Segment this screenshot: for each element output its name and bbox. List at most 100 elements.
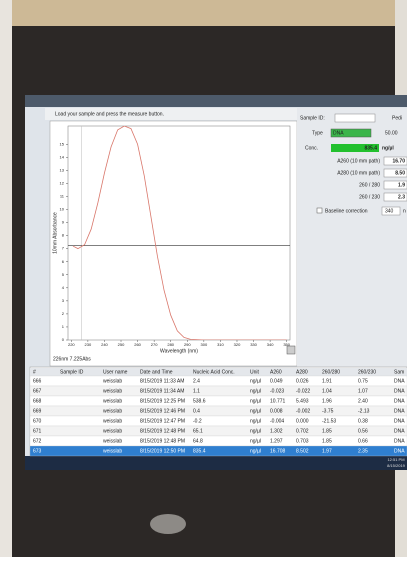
zoom-button[interactable] [286,345,296,355]
table-row[interactable] [29,435,407,447]
table-row[interactable] [29,445,407,457]
table-cell: weisslab [103,448,122,454]
table-cell: 0.049 [270,378,283,384]
table-cell: 2.4 [193,378,200,384]
table-cell: ng/µl [250,388,261,394]
a260-box [383,156,407,166]
baseline-checkbox[interactable] [316,207,323,214]
x-tick-label: 240 [101,342,108,347]
table-cell: -0.002 [296,408,310,414]
table-cell: -2.13 [358,408,370,414]
table-cell: 671 [33,428,42,434]
y-tick-label: 8 [62,233,65,238]
table-cell: DNA [394,418,405,424]
cut-label: Pedi [392,115,402,121]
table-row[interactable] [29,405,407,417]
y-tick-label: 13 [60,167,65,172]
type-select[interactable] [330,128,372,138]
table-cell: 1.07 [358,388,368,394]
table-cell: 8/15/2019 11:33 AM [140,378,184,384]
table-cell: 1.1 [193,388,200,394]
table-cell: -0.022 [296,388,310,394]
table-cell: 8/15/2019 12:46 PM [140,408,185,414]
x-tick-label: 340 [267,342,274,347]
table-header-cell: 260/230 [358,369,376,375]
table-header-cell: A260 [270,369,282,375]
y-tick-label: 2 [62,311,65,316]
table-header-cell: A280 [296,369,308,375]
x-tick-label: 310 [217,342,224,347]
conc-box [331,144,379,152]
table-cell: weisslab [103,378,122,384]
x-tick-label: 220 [68,342,75,347]
table-cell: DNA [394,448,405,454]
table-cell: -0.004 [270,418,284,424]
table-header-cell: 260/280 [322,369,340,375]
table-cell: 667 [33,388,42,394]
table-cell: ng/µl [250,438,261,444]
y-tick-label: 10 [60,207,65,212]
table-cell: DNA [394,388,405,394]
table-header-cell: User name [103,369,128,375]
table-cell: ng/µl [250,448,261,454]
table-cell: 65.1 [193,428,203,434]
x-axis-label: Wavelength (nm) [160,348,198,354]
x-tick-label: 260 [134,342,141,347]
y-tick-label: 7 [62,246,65,251]
conc-unit: ng/µl [382,145,394,151]
table-cell: 16.708 [270,448,286,454]
table-cell: weisslab [103,388,122,394]
table-header-cell: Date and Time [140,369,173,375]
table-cell: 2.40 [358,398,368,404]
y-tick-label: 15 [60,141,65,146]
x-tick-label: 250 [118,342,125,347]
table-cell: 0.38 [358,418,368,424]
table-cell: 0.026 [296,378,309,384]
table-cell: DNA [394,428,405,434]
table-row[interactable] [29,415,407,427]
a280-box [383,168,407,178]
table-cell: -3.75 [322,408,334,414]
wall-left [0,0,12,557]
table-cell: 2.35 [358,448,368,454]
table-cell: 670 [33,418,42,424]
sample-id-input[interactable] [334,113,376,123]
ratio-280-label: 260 / 280 [359,182,380,188]
x-tick-label: 320 [234,342,241,347]
table-cell: DNA [394,408,405,414]
y-tick-label: 11 [60,194,65,199]
table-header-cell: # [33,369,36,375]
message: Load your sample and press the measure b… [55,111,164,117]
table-row[interactable] [29,375,407,387]
baseline-input[interactable] [381,206,401,216]
ratio-280-value: 1.9 [398,182,405,188]
table-cell: 0.75 [358,378,368,384]
ratio-230-label: 260 / 230 [359,194,380,200]
table-row[interactable] [29,395,407,407]
table-cell: 10.771 [270,398,286,404]
plot-area [67,125,291,341]
table-row[interactable] [29,385,407,397]
table-cell: 8/15/2019 12:25 PM [140,398,185,404]
table-cell: -0.023 [270,388,284,394]
table-cell: weisslab [103,438,122,444]
table-cell: DNA [394,398,405,404]
table-header-cell: Sample ID [60,369,84,375]
message-bar [45,108,297,120]
table-cell: weisslab [103,428,122,434]
baseline-label: Baseline correction [325,208,368,214]
y-tick-label: 5 [62,272,65,277]
type-value: DNA [333,130,344,136]
title-bar [25,95,407,107]
table-cell: 1.302 [270,428,283,434]
table-cell: 835.4 [193,448,206,454]
type-label: Type [312,130,323,136]
table-cell: 0.008 [270,408,283,414]
table-cell: 1.04 [322,388,332,394]
y-tick-label: 1 [62,324,65,329]
table-row[interactable] [29,425,407,437]
table-cell: 673 [33,448,42,454]
table-header-cell: Nucleic Acid Conc. [193,369,235,375]
